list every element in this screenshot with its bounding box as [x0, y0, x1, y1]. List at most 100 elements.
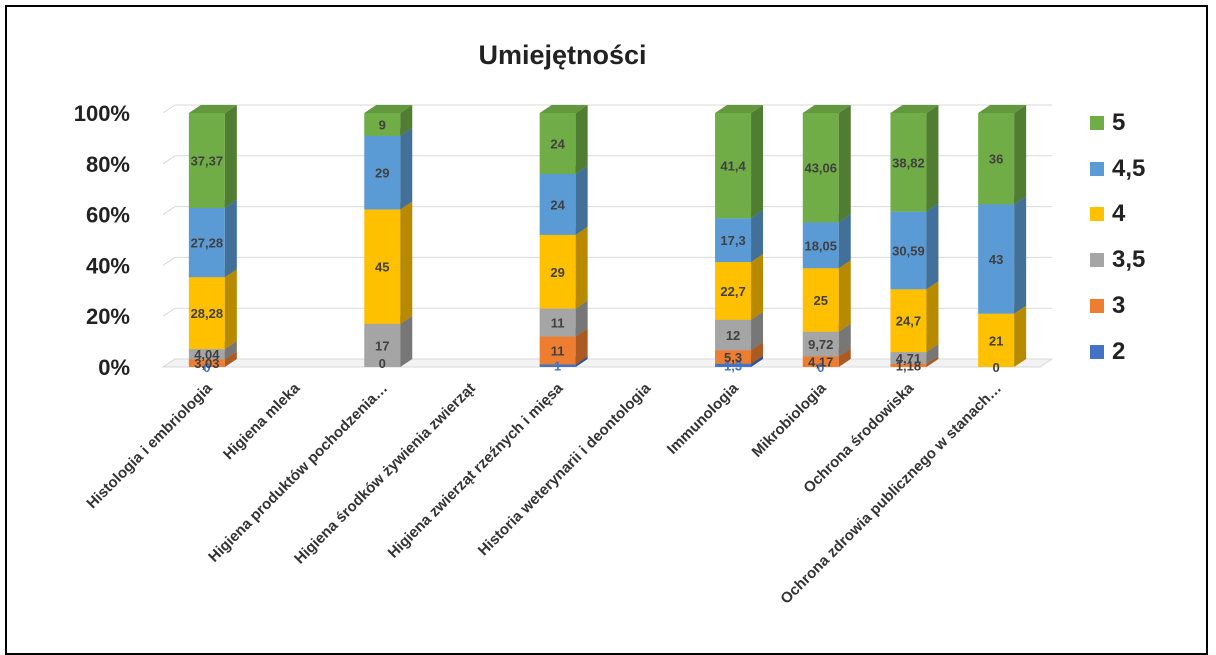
- bar-side: [575, 328, 588, 365]
- bar-side: [1014, 105, 1027, 205]
- bar-side: [751, 254, 764, 320]
- bar-segment: [715, 262, 752, 320]
- x-tick-label: Higiena środków żywienia zwierząt: [291, 380, 479, 568]
- data-label: 45: [375, 260, 389, 275]
- bar-segment: [539, 234, 576, 309]
- legend-item-4-5: 4,5: [1090, 146, 1145, 192]
- bar-side: [751, 210, 764, 263]
- bar-segment: [539, 364, 576, 367]
- data-label: 12: [726, 328, 740, 343]
- data-label: 24,7: [896, 314, 921, 329]
- bar-segment: [890, 352, 927, 365]
- data-label: 25: [814, 293, 828, 308]
- chart-title: Umiejętności: [478, 40, 647, 70]
- legend-label: 4: [1112, 200, 1126, 228]
- bar-side: [926, 344, 939, 365]
- bar-top: [978, 105, 1027, 113]
- bar-side: [751, 311, 764, 351]
- bar-segment: [188, 359, 225, 367]
- data-label: 36: [989, 152, 1003, 167]
- data-label: 28,28: [191, 306, 224, 321]
- bar-side: [400, 105, 413, 136]
- y-tick-label: 0%: [98, 355, 130, 380]
- bar-segment: [890, 113, 927, 212]
- bar-top: [890, 105, 939, 113]
- data-label: 38,82: [892, 155, 925, 170]
- bar-segment: [715, 350, 752, 364]
- data-label: 9: [379, 117, 386, 132]
- bar-segment: [715, 319, 752, 351]
- data-label: 1,3: [724, 358, 742, 373]
- bar-top: [188, 105, 237, 113]
- data-label: 0: [203, 360, 210, 375]
- data-label: 1,18: [896, 359, 921, 374]
- legend-item-3: 3: [1090, 283, 1145, 329]
- legend-item-5: 5: [1090, 100, 1145, 146]
- legend-label: 4,5: [1112, 154, 1146, 182]
- x-tick-label: Histologia i embriologia: [83, 379, 216, 512]
- bar-segment: [802, 113, 839, 223]
- bar-side: [400, 127, 413, 210]
- bar-segment: [539, 336, 576, 365]
- x-tick-label: Higiena produktów pochodzenia…: [205, 380, 391, 566]
- bar-segment: [890, 211, 927, 290]
- bar-segment: [978, 313, 1015, 367]
- data-label: 29: [550, 265, 564, 280]
- bar-segment: [802, 331, 839, 357]
- legend-swatch: [1090, 161, 1104, 176]
- bar-side: [400, 201, 413, 324]
- data-label: 24: [550, 197, 565, 212]
- data-label: 0: [379, 356, 386, 371]
- y-tick-label: 40%: [86, 253, 130, 278]
- bar-side: [400, 315, 413, 367]
- data-label: 24: [550, 136, 565, 151]
- bar-side: [575, 226, 588, 309]
- bar-side: [224, 199, 237, 278]
- bars: [188, 105, 1027, 367]
- x-tick-label: Higiena mleka: [220, 379, 304, 463]
- bar-segment: [364, 209, 401, 324]
- bar-top: [715, 105, 764, 113]
- x-tick-label: Higiena zwierząt rzeźnych i mięsa: [385, 379, 567, 561]
- data-label: 43,06: [804, 161, 837, 176]
- data-label: 11: [551, 316, 565, 331]
- bar-side: [575, 356, 588, 367]
- bar-side: [751, 342, 764, 364]
- legend-label: 3,5: [1112, 246, 1146, 274]
- bar-segment: [802, 268, 839, 332]
- data-label: 41,4: [720, 159, 746, 174]
- bar-side: [751, 105, 764, 219]
- data-label: 0: [817, 360, 824, 375]
- legend-item-3-5: 3,5: [1090, 237, 1145, 283]
- bar-segment: [715, 218, 752, 263]
- bar-top: [539, 105, 588, 113]
- y-tick-label: 100%: [74, 101, 130, 126]
- data-label: 4,17: [808, 355, 833, 370]
- data-label: 17: [375, 338, 389, 353]
- bar-side: [838, 348, 851, 367]
- bar-side: [575, 300, 588, 337]
- bar-segment: [364, 113, 401, 136]
- bar-side: [838, 214, 851, 269]
- legend-swatch: [1090, 207, 1104, 222]
- legend-item-2: 2: [1090, 329, 1145, 375]
- legend-swatch: [1090, 299, 1104, 314]
- data-label: 30,59: [892, 243, 925, 258]
- bar-side: [926, 203, 939, 290]
- bar-side: [224, 341, 237, 360]
- data-label: 17,3: [720, 233, 745, 248]
- bar-top: [802, 105, 851, 113]
- legend-swatch: [1090, 253, 1104, 268]
- bar-segment: [364, 323, 401, 367]
- data-label: 4,04: [194, 347, 220, 362]
- legend-label: 2: [1112, 337, 1126, 365]
- data-label: 22,7: [720, 284, 745, 299]
- bar-segment: [715, 363, 752, 367]
- data-label: 37,37: [191, 153, 224, 168]
- data-label: 21: [989, 333, 1003, 348]
- data-labels: 03,034,0428,2827,2837,371745299111112924…: [191, 117, 1004, 375]
- x-tick-label: Historia weterynarii i deontologia: [475, 379, 655, 559]
- bar-segment: [188, 207, 225, 278]
- bar-side: [575, 165, 588, 235]
- data-label: 43: [989, 252, 1003, 267]
